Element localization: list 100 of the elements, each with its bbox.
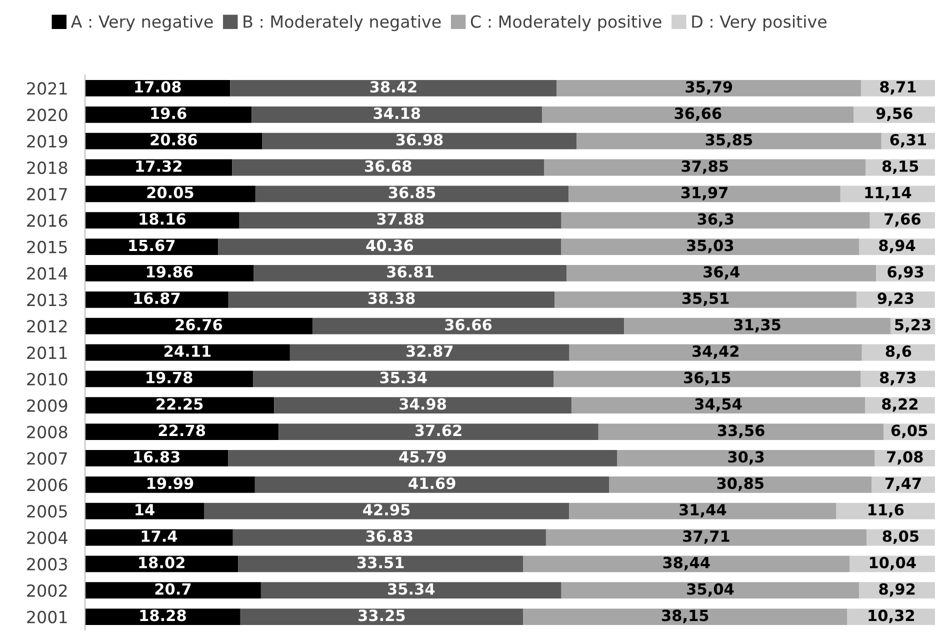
bar (544, 159, 866, 176)
y-tick-label: 2009 (27, 399, 68, 412)
bar (274, 397, 572, 414)
bar (290, 344, 570, 361)
bar (254, 265, 567, 282)
bar (85, 397, 274, 414)
data-label: 7,66 (884, 213, 920, 227)
y-tick-label: 2006 (27, 478, 68, 492)
data-label: 34,54 (695, 398, 742, 412)
y-tick-label: 2018 (27, 161, 68, 174)
bar (85, 186, 256, 202)
bar (278, 424, 598, 440)
data-label: 35,85 (706, 134, 752, 148)
data-label: 7,47 (885, 478, 921, 492)
data-label: 6,05 (891, 424, 928, 438)
data-label: 6,31 (890, 134, 926, 148)
bar (523, 556, 850, 572)
data-label: 34.18 (374, 108, 420, 120)
data-label: 11,14 (865, 187, 912, 200)
data-label: 20.86 (150, 134, 197, 146)
data-label: 9,56 (876, 108, 912, 122)
data-label: 22.78 (158, 424, 206, 436)
bar (85, 318, 312, 334)
bar (617, 450, 875, 466)
bar (204, 502, 570, 520)
data-label: 20.7 (155, 583, 191, 595)
legend-label: B : Moderately negative (244, 15, 441, 32)
data-label: 5,23 (895, 318, 930, 332)
data-label: 19.99 (148, 478, 194, 490)
data-label: 36.98 (396, 134, 443, 146)
bar (255, 186, 569, 202)
bar (523, 608, 848, 625)
data-label: 34,42 (692, 345, 738, 359)
data-label: 18.02 (139, 556, 184, 568)
data-label: 35.34 (380, 372, 427, 384)
data-label: 38.38 (368, 292, 415, 304)
data-label: 8,05 (882, 530, 918, 544)
bar (85, 502, 204, 520)
data-label: 16.83 (134, 451, 180, 463)
data-label: 36,4 (704, 266, 740, 280)
data-label: 20.05 (147, 186, 194, 198)
bar (546, 529, 866, 546)
data-label: 36.83 (366, 530, 412, 542)
data-label: 35.34 (388, 583, 435, 595)
data-label: 35,51 (682, 292, 729, 306)
y-tick-label: 2002 (27, 584, 67, 597)
data-label: 9,23 (878, 292, 914, 306)
y-tick-label: 2015 (27, 240, 67, 254)
data-label: 36.81 (387, 266, 434, 278)
bar (598, 424, 884, 440)
data-label: 8,22 (882, 398, 918, 412)
bar (542, 106, 854, 123)
data-label: 6,93 (888, 266, 924, 280)
data-label: 26.76 (176, 318, 222, 331)
bar (554, 291, 856, 308)
y-tick-label: 2011 (27, 346, 67, 360)
y-tick-label: 2012 (27, 320, 67, 333)
data-label: 38,15 (662, 610, 708, 624)
data-label: 37,71 (683, 530, 730, 544)
data-label: 18.16 (140, 213, 186, 225)
data-label: 24.11 (164, 345, 211, 357)
data-label: 40.36 (366, 240, 414, 252)
bar (568, 186, 840, 202)
data-label: 36,66 (674, 108, 722, 122)
bar (624, 318, 891, 334)
y-tick-label: 2021 (27, 82, 67, 95)
data-label: 8,73 (880, 372, 916, 386)
data-label: 37.88 (377, 213, 424, 225)
data-label: 32.87 (406, 345, 453, 357)
data-label: 41.69 (408, 478, 456, 490)
bar (85, 238, 218, 255)
bar (228, 450, 618, 466)
data-label: 34.98 (400, 398, 446, 410)
bar (569, 502, 836, 520)
data-label: 33,56 (718, 424, 764, 438)
data-label: 36,3 (698, 213, 734, 227)
bar (238, 556, 524, 572)
bar (85, 370, 254, 388)
y-tick-label: 2008 (27, 426, 68, 438)
bar (85, 132, 262, 150)
bar (561, 582, 860, 599)
bar (230, 80, 557, 96)
data-label: 35,03 (686, 240, 734, 254)
bar (232, 529, 546, 546)
bar (554, 370, 861, 388)
data-label: 36,15 (684, 372, 730, 386)
data-label: 31,35 (734, 318, 780, 332)
bar (85, 424, 279, 440)
data-label: 38,44 (663, 556, 710, 570)
data-label: 16.87 (134, 292, 180, 304)
bar (569, 344, 862, 361)
y-tick-label: 2017 (27, 188, 67, 200)
y-tick-label: 2007 (27, 452, 67, 465)
data-label: 8,94 (879, 240, 916, 254)
data-label: 36.85 (388, 186, 436, 198)
bar (836, 502, 935, 520)
data-label: 8,92 (879, 583, 915, 597)
bar (232, 159, 544, 176)
data-label: 37.62 (415, 424, 462, 436)
data-label: 15.67 (129, 240, 175, 252)
